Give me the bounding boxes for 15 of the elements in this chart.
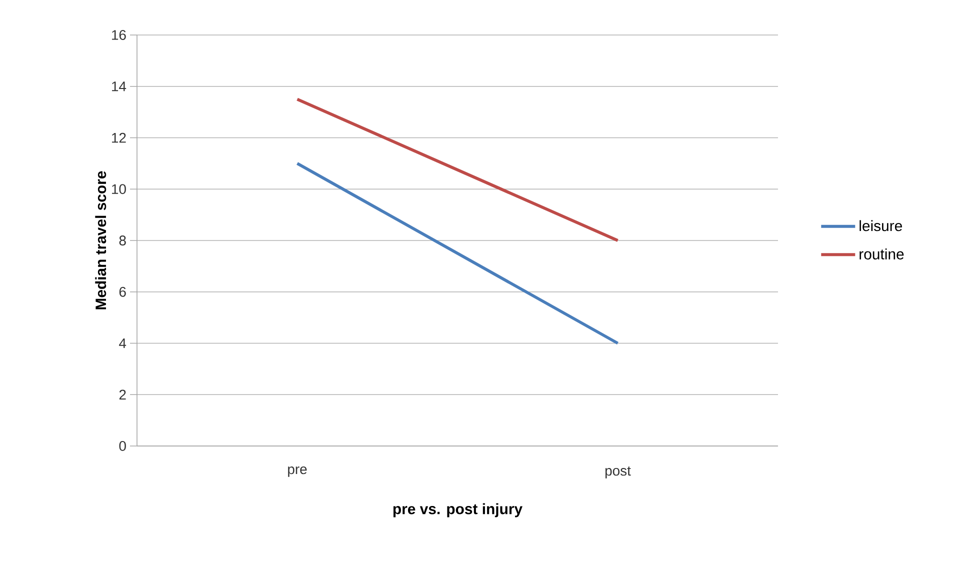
y-tick-label: 4 bbox=[119, 338, 126, 348]
legend-label: leisure bbox=[860, 220, 902, 232]
y-tick-label: 0 bbox=[119, 441, 126, 451]
y-tick-label: 16 bbox=[112, 30, 126, 40]
y-tick-label: 6 bbox=[119, 286, 126, 297]
legend-label: routine bbox=[860, 248, 904, 260]
y-tick-label: 14 bbox=[112, 82, 126, 92]
x-axis-title: pre vs. post injury bbox=[393, 503, 522, 518]
x-tick-label: post bbox=[605, 466, 631, 478]
y-tick-label: 12 bbox=[112, 132, 126, 143]
y-axis-title: Median travel score bbox=[95, 171, 106, 310]
y-tick-label: 2 bbox=[119, 390, 126, 400]
y-tick-label: 10 bbox=[112, 184, 126, 194]
x-tick-label: pre bbox=[288, 466, 307, 477]
y-tick-label: 8 bbox=[119, 236, 126, 246]
